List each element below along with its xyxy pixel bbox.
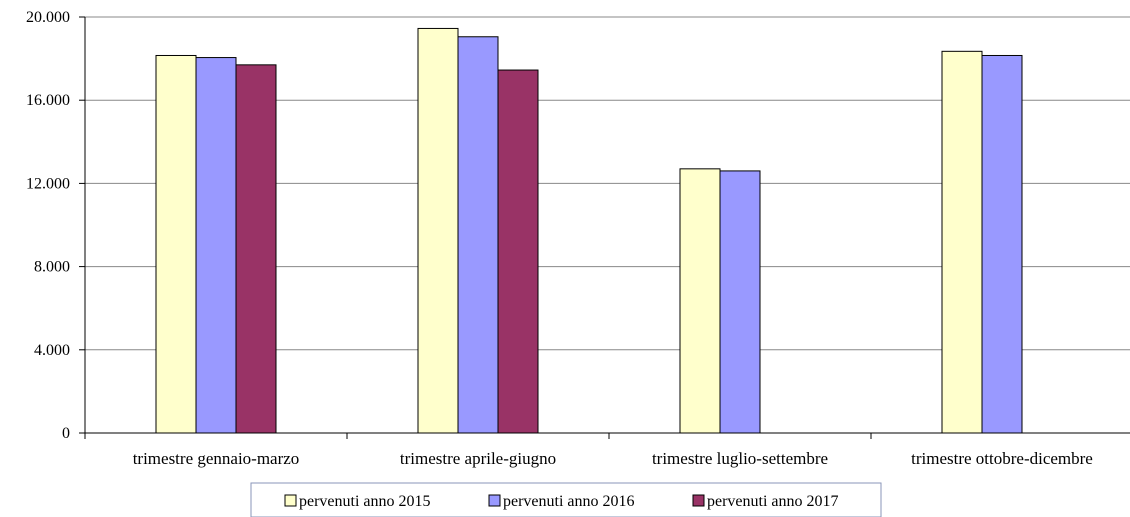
- bar: [679, 168, 721, 434]
- bar: [497, 69, 539, 434]
- legend: [250, 482, 882, 517]
- legend-swatch: [284, 494, 297, 507]
- legend-label: pervenuti anno 2017: [707, 493, 839, 510]
- y-tick-label: 12.000: [26, 175, 70, 192]
- legend-label: pervenuti anno 2016: [503, 493, 635, 510]
- y-tick-label: 20.000: [26, 9, 70, 26]
- y-tick-label: 0: [62, 425, 70, 442]
- x-tick-label: trimestre gennaio-marzo: [133, 449, 300, 468]
- bar: [235, 64, 277, 434]
- y-tick-label: 4.000: [34, 342, 70, 359]
- bar: [195, 57, 237, 434]
- bar: [719, 170, 761, 434]
- x-tick-label: trimestre luglio-settembre: [652, 449, 828, 468]
- x-tick-label: trimestre ottobre-dicembre: [911, 449, 1093, 468]
- bar: [981, 54, 1023, 434]
- legend-label: pervenuti anno 2015: [299, 493, 431, 510]
- legend-swatch: [488, 494, 501, 507]
- x-tick-label: trimestre aprile-giugno: [400, 449, 556, 468]
- bar: [457, 36, 499, 434]
- legend-swatch: [692, 494, 705, 507]
- bar: [417, 27, 459, 434]
- y-tick-label: 8.000: [34, 259, 70, 276]
- bar: [941, 50, 983, 434]
- y-tick-label: 16.000: [26, 92, 70, 109]
- bar: [155, 54, 197, 434]
